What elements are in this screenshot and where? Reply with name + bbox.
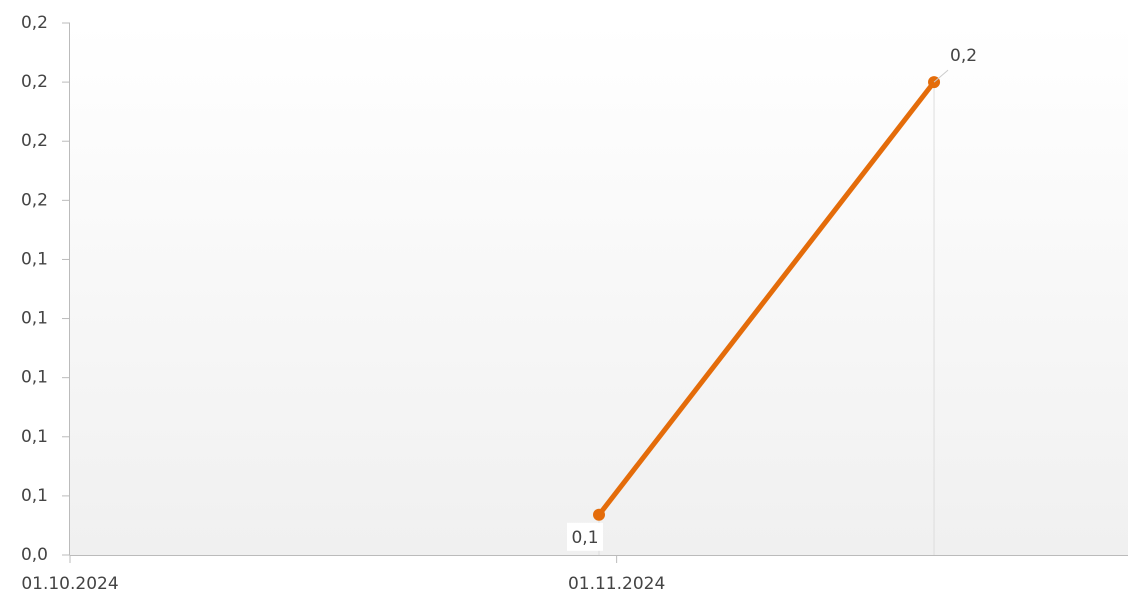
data-label: 0,2 — [950, 46, 977, 66]
label-leader — [933, 69, 949, 83]
data-label: 0,1 — [571, 528, 598, 548]
y-tick-label: 0,2 — [21, 190, 48, 210]
y-tick-label: 0,2 — [21, 13, 48, 33]
y-tick-label: 0,0 — [21, 545, 48, 565]
y-tick-label: 0,2 — [21, 131, 48, 151]
x-tick-label: 01.11.2024 — [568, 574, 665, 594]
y-tick-label: 0,1 — [21, 309, 48, 329]
y-tick-label: 0,1 — [21, 249, 48, 269]
series-line — [597, 80, 937, 517]
y-tick-label: 0,1 — [21, 427, 48, 447]
y-tick-label: 0,2 — [21, 72, 48, 92]
y-tick-label: 0,1 — [21, 486, 48, 506]
point — [593, 508, 605, 521]
plot-background — [70, 23, 1128, 555]
x-tick-label: 01.10.2024 — [21, 574, 118, 594]
data-label-bg — [567, 522, 603, 551]
y-tick-label: 0,1 — [21, 368, 48, 388]
